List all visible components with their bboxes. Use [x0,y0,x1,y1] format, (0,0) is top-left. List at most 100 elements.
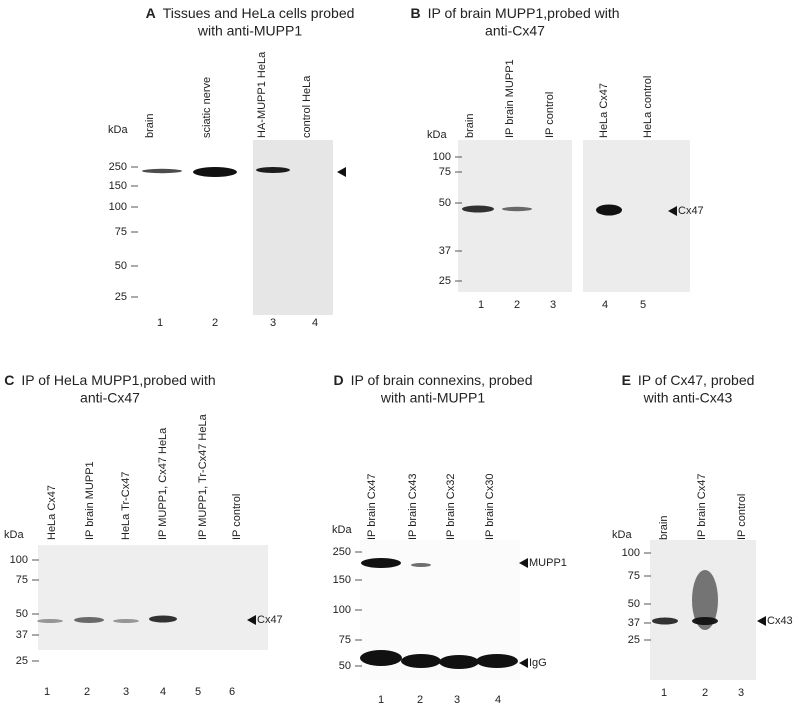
arrow-label: MUPP1 [529,557,567,569]
lane-number: 6 [229,686,235,698]
panel-title: A Tissues and HeLa cells probed [146,5,355,21]
marker-label: 250 [333,546,351,558]
lane-number: 3 [454,694,460,706]
lane-number: 3 [738,687,744,699]
panel: A Tissues and HeLa cells probed with anti-… [108,5,354,329]
lane-number: 3 [270,317,276,329]
marker-label: 50 [628,598,640,610]
marker-label: 50 [439,197,451,209]
marker-label: 50 [339,660,351,672]
lane-label: HeLa Tr-Cx47 [120,472,132,540]
panel: D IP of brain connexins, probed with anti-… [332,372,567,706]
panel: E IP of Cx47, probed with anti-Cx43 kDa 100 7… [612,372,793,699]
band [113,619,139,623]
arrowhead [337,167,346,177]
lane-number: 2 [702,687,708,699]
band [360,650,402,666]
lane-label: IP brain Cx47 [366,474,378,540]
panel-title: B IP of brain MUPP1,probed with [410,5,619,21]
marker-label: 50 [115,260,127,272]
panel: B IP of brain MUPP1,probed with anti-Cx47 k… [410,5,703,311]
lane-label: brain [658,516,670,540]
marker-label: 37 [16,629,28,641]
marker-label: 100 [10,554,28,566]
marker-label: 100 [433,151,451,163]
panel: C IP of HeLa MUPP1,probed with anti-Cx47 kD… [4,372,283,698]
arrowhead [519,658,528,668]
marker-label: 37 [628,617,640,629]
arrowhead [668,206,677,216]
title-line: anti-Cx47 [485,23,545,39]
marker-label: 37 [439,245,451,257]
marker-label: 25 [16,655,28,667]
lane-label: IP brain MUPP1 [84,461,96,540]
band [361,558,401,568]
unit-label: kDa [332,524,352,536]
panel-letter: B [410,5,420,21]
band [74,617,104,623]
band [692,617,718,625]
unit-label: kDa [108,124,128,136]
title-line: with anti-MUPP1 [380,390,485,406]
lane-number: 2 [417,694,423,706]
marker-label: 100 [622,547,640,559]
marker-label: 25 [628,634,640,646]
panel-letter: A [146,5,156,21]
marker-label: 75 [628,570,640,582]
lane-label: brain [464,114,476,138]
lane-label: HeLa Cx47 [598,83,610,138]
lane-number: 2 [84,686,90,698]
lane-label: IP brain Cx32 [445,474,457,540]
lane-number: 1 [661,687,667,699]
marker-label: 150 [333,574,351,586]
unit-label: kDa [612,529,632,541]
title-line: IP of brain MUPP1,probed with [428,5,620,21]
marker-label: 75 [339,634,351,646]
lane-label: HA-MUPP1 HeLa [256,51,268,138]
arrow-label: Cx43 [767,615,793,627]
band [411,563,431,567]
title-line: Tissues and HeLa cells probed [163,5,355,21]
lane-number: 4 [160,686,166,698]
lane-number: 5 [640,299,646,311]
blot [253,140,333,315]
lane-number: 4 [602,299,608,311]
unit-label: kDa [427,129,447,141]
marker-label: 75 [439,166,451,178]
band [652,617,678,625]
lane-number: 3 [550,299,556,311]
band [476,654,518,668]
arrow-label: IgG [529,657,547,669]
marker-label: 150 [109,180,127,192]
lane-label: brain [144,114,156,138]
band [692,570,718,630]
lane-number: 5 [195,686,201,698]
title-line: anti-Cx47 [80,390,140,406]
band [596,204,622,216]
lane-label: IP brain Cx30 [484,474,496,540]
arrow-label: Cx47 [257,614,283,626]
lane-label: IP brain MUPP1 [504,59,516,138]
title-line: with anti-MUPP1 [197,23,302,39]
lane-number: 3 [123,686,129,698]
lane-label: HeLa control [642,76,654,138]
lane-label: IP control [231,494,243,540]
lane-number: 1 [157,317,163,329]
lane-number: 4 [312,317,318,329]
panel-title: D IP of brain connexins, probed [334,372,533,388]
marker-label: 50 [16,608,28,620]
panel-title: C IP of HeLa MUPP1,probed with [4,372,215,388]
lane-label: IP control [736,494,748,540]
lane-label: control HeLa [301,75,313,138]
lane-number: 1 [44,686,50,698]
band [439,655,479,669]
band [462,205,494,213]
band [256,167,290,173]
marker-label: 100 [333,604,351,616]
lane-label: IP control [544,92,556,138]
lane-label: IP MUPP1, Tr-Cx47 HeLa [197,413,209,540]
band [502,206,532,212]
band [193,167,237,177]
blot [38,545,268,650]
title-line: IP of HeLa MUPP1,probed with [21,372,215,388]
